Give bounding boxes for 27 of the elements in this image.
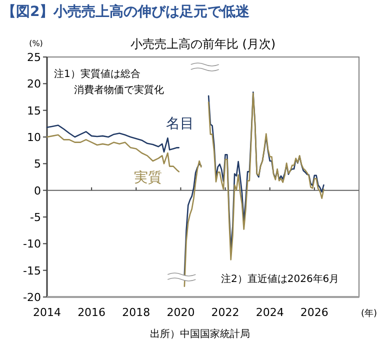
series-label: 実質 (134, 170, 162, 186)
y-tick-label: -15 (23, 264, 41, 278)
chart-title: 【図2】小売売上高の伸びは足元で低迷 (2, 3, 251, 20)
x-tick-label: 2024 (256, 306, 284, 319)
x-tick-label: 2026 (300, 306, 328, 319)
x-axis-title: (年) (360, 308, 378, 319)
annotation: 注1）実質値は総合 (54, 68, 140, 80)
series-label: 名目 (166, 116, 194, 132)
annotation: 消費者物価で実質化 (74, 84, 164, 96)
y-tick-label: -10 (23, 238, 41, 251)
chart-subtitle: 小売売上高の前年比 (月次) (130, 37, 276, 51)
x-tick-label: 2022 (211, 306, 240, 319)
y-tick-label: -5 (30, 211, 41, 224)
y-tick-label: -20 (23, 291, 41, 304)
text: 出所）中国国家統計局 (150, 328, 250, 340)
y-tick-label: 0 (34, 184, 41, 198)
annotation: 注2）直近値は2026年6月 (221, 273, 340, 285)
y-axis-title: (%) (29, 39, 43, 48)
y-tick-label: 10 (27, 131, 41, 144)
x-tick-label: 2014 (33, 306, 61, 319)
y-tick-label: 5 (34, 158, 41, 171)
x-tick-label: 2020 (166, 306, 195, 319)
y-tick-label: 15 (27, 104, 41, 118)
y-tick-label: 20 (27, 78, 41, 91)
x-tick-label: 2016 (78, 306, 106, 319)
x-tick-label: 2018 (122, 306, 150, 319)
y-tick-label: 25 (27, 51, 41, 64)
